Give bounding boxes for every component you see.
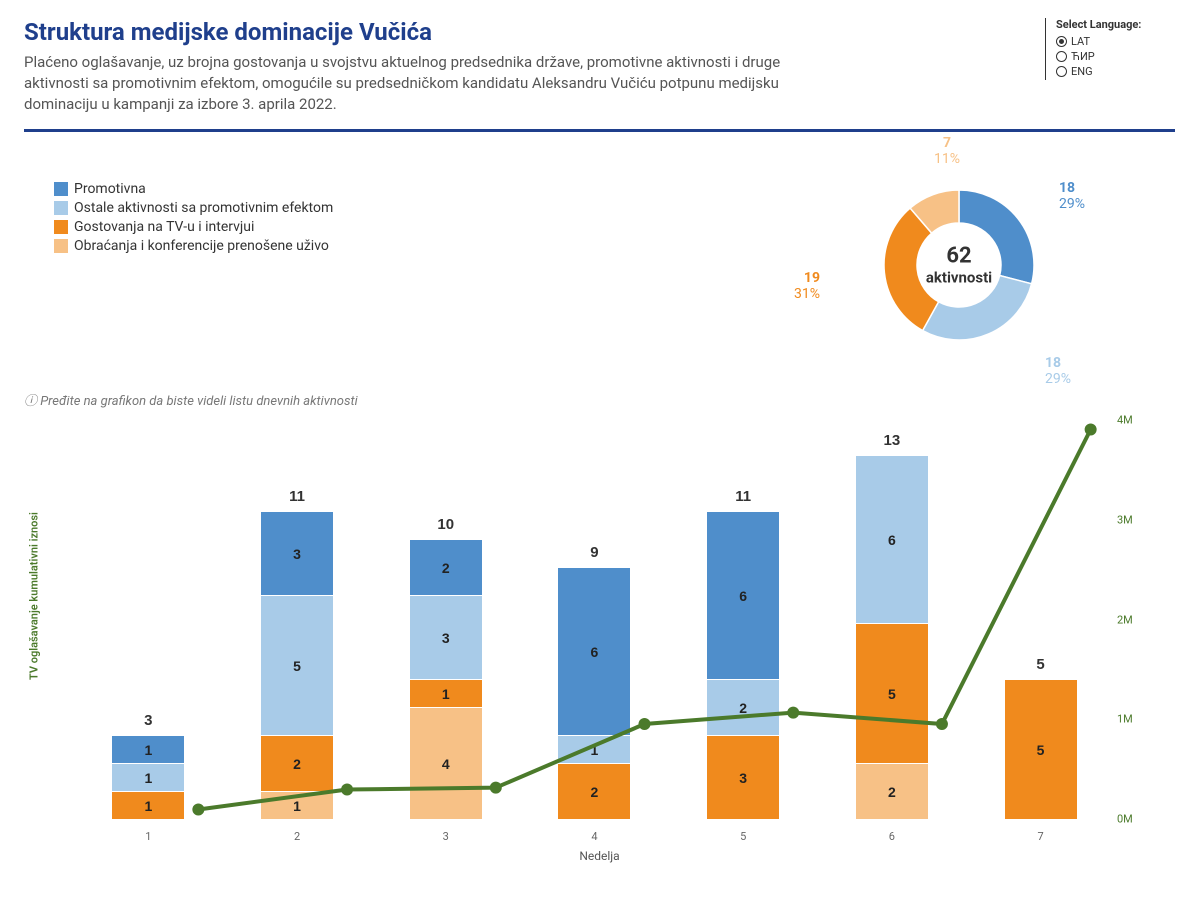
page-subtitle: Plaćeno oglašavanje, uz brojna gostovanj… <box>24 52 844 115</box>
legend-label: Promotivna <box>74 180 146 199</box>
y2-tick: 0M <box>1117 813 1133 826</box>
bar-segment-ostale[interactable]: 2 <box>707 679 779 735</box>
language-option-ћир[interactable]: ЋИР <box>1056 50 1175 63</box>
legend-label: Obraćanja i konferencije prenošene uživo <box>74 237 329 256</box>
bar-segment-gostovanja[interactable]: 2 <box>261 735 333 791</box>
legend-item-obracanja[interactable]: Obraćanja i konferencije prenošene uživo <box>54 237 333 256</box>
language-option-eng[interactable]: ENG <box>1056 65 1175 78</box>
y2-tick: 2M <box>1117 613 1133 626</box>
donut-label-gostovanja: 1931% <box>794 270 820 302</box>
legend-label: Ostale aktivnosti sa promotivnim efektom <box>74 199 333 218</box>
donut-chart[interactable]: 62 aktivnosti 1829%1829%1931%711% <box>789 140 1129 390</box>
bar-total-label: 11 <box>289 488 305 505</box>
language-option-label: LAT <box>1071 35 1090 48</box>
radio-icon <box>1056 66 1067 77</box>
legend-swatch <box>54 201 68 215</box>
bar-segment-promotivna[interactable]: 3 <box>261 511 333 595</box>
bar-segment-obracanja[interactable]: 4 <box>410 707 482 819</box>
chart-legend: PromotivnaOstale aktivnosti sa promotivn… <box>54 180 333 256</box>
bar-segment-ostale[interactable]: 1 <box>558 735 630 763</box>
legend-item-ostale[interactable]: Ostale aktivnosti sa promotivnim efektom <box>54 199 333 218</box>
bar-segment-promotivna[interactable]: 1 <box>112 735 184 763</box>
bar-segment-obracanja[interactable]: 2 <box>856 763 928 819</box>
bar-segment-gostovanja[interactable]: 5 <box>1005 679 1077 819</box>
bar-total-label: 10 <box>437 516 454 533</box>
legend-swatch <box>54 182 68 196</box>
y2-tick: 1M <box>1117 713 1133 726</box>
donut-label-obracanja: 711% <box>934 135 960 167</box>
x-tick: 6 <box>889 830 895 843</box>
bar-total-label: 3 <box>144 712 152 729</box>
x-tick: 7 <box>1037 830 1043 843</box>
bar-segment-ostale[interactable]: 1 <box>112 763 184 791</box>
legend-item-gostovanja[interactable]: Gostovanja na TV-u i intervjui <box>54 218 333 237</box>
y2-tick: 4M <box>1117 414 1133 427</box>
header-divider <box>24 129 1175 132</box>
bar-segment-ostale[interactable]: 6 <box>856 455 928 623</box>
language-option-label: ЋИР <box>1071 50 1095 63</box>
legend-swatch <box>54 220 68 234</box>
donut-center-number: 62 <box>926 244 992 269</box>
bar-total-label: 13 <box>884 432 901 449</box>
bar-segment-promotivna[interactable]: 2 <box>410 539 482 595</box>
x-tick: 3 <box>443 830 449 843</box>
bar-total-label: 11 <box>735 488 751 505</box>
bar-segment-promotivna[interactable]: 6 <box>558 567 630 735</box>
bar-total-label: 5 <box>1036 656 1044 673</box>
legend-label: Gostovanja na TV-u i intervjui <box>74 218 254 237</box>
bar-segment-gostovanja[interactable]: 2 <box>558 763 630 819</box>
y2-tick: 3M <box>1117 513 1133 526</box>
bar-segment-promotivna[interactable]: 6 <box>707 511 779 679</box>
bar-total-label: 9 <box>590 544 598 561</box>
bar-week-1[interactable]: 3111 <box>81 712 216 819</box>
bar-week-5[interactable]: 11 326 <box>676 488 811 819</box>
language-option-label: ENG <box>1071 65 1093 78</box>
donut-label-promotivna: 1829% <box>1059 180 1085 212</box>
bar-segment-ostale[interactable]: 5 <box>261 595 333 735</box>
x-tick: 1 <box>145 830 151 843</box>
bar-week-7[interactable]: 55 <box>973 656 1108 819</box>
bar-segment-gostovanja[interactable]: 5 <box>856 623 928 763</box>
x-tick: 5 <box>740 830 746 843</box>
bar-segment-gostovanja[interactable]: 1 <box>410 679 482 707</box>
language-selector-title: Select Language: <box>1056 18 1175 31</box>
bar-week-4[interactable]: 9 216 <box>527 544 662 819</box>
legend-item-promotivna[interactable]: Promotivna <box>54 180 333 199</box>
x-axis-title: Nedelja <box>579 849 619 863</box>
language-option-lat[interactable]: LAT <box>1056 35 1175 48</box>
bar-week-6[interactable]: 13 256 <box>824 432 959 819</box>
x-tick: 2 <box>294 830 300 843</box>
language-selector: Select Language: LAT ЋИР ENG <box>1045 18 1175 80</box>
x-tick: 4 <box>591 830 597 843</box>
bar-segment-gostovanja[interactable]: 3 <box>707 735 779 819</box>
donut-center-label: aktivnosti <box>926 269 992 287</box>
radio-icon <box>1056 51 1067 62</box>
radio-icon <box>1056 36 1067 47</box>
bar-segment-gostovanja[interactable]: 1 <box>112 791 184 819</box>
bar-week-3[interactable]: 10 4132 <box>378 516 513 819</box>
page-title: Struktura medijske dominacije Vučića <box>24 18 844 46</box>
y-axis-left-label: TV oglašavanje kumulativni iznosi <box>28 512 41 680</box>
bar-week-2[interactable]: 111253 <box>229 488 364 819</box>
legend-swatch <box>54 239 68 253</box>
bar-line-chart[interactable]: TV oglašavanje kumulativni iznosi 311111… <box>24 420 1175 869</box>
bar-segment-obracanja[interactable]: 1 <box>261 791 333 819</box>
donut-label-ostale: 1829% <box>1045 355 1071 387</box>
bar-segment-ostale[interactable]: 3 <box>410 595 482 679</box>
chart-hover-hint: ⓘ Pređite na grafikon da biste videli li… <box>24 390 358 409</box>
